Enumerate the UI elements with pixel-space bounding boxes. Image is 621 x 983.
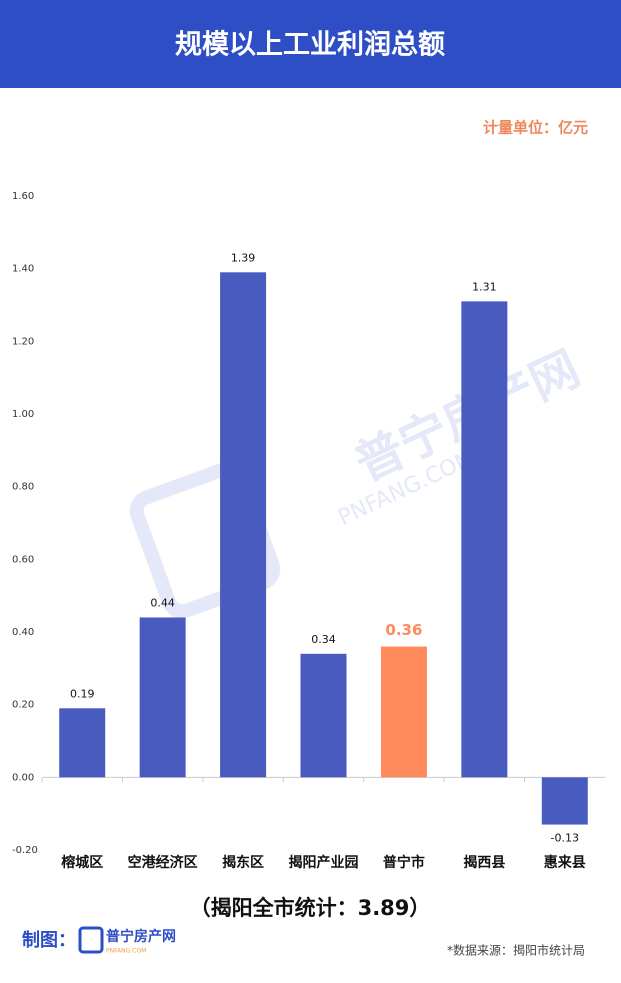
unit-label: 计量单位：亿元 <box>483 119 588 137</box>
data-label: 0.44 <box>150 596 175 609</box>
logo-text: 普宁房产网 <box>106 928 176 945</box>
x-tick-label: 榕城区 <box>61 854 103 871</box>
y-tick-label: 0.20 <box>12 700 34 711</box>
x-tick-label: 揭阳产业园 <box>289 854 359 871</box>
data-label: -0.13 <box>551 832 579 845</box>
y-tick-label: 0.80 <box>12 482 34 493</box>
bar <box>139 617 186 778</box>
x-tick-label: 揭西县 <box>463 854 505 871</box>
source-note: *数据来源：揭阳市统计局 <box>447 943 585 958</box>
y-tick-label: 0.40 <box>12 627 34 638</box>
y-tick-label: 1.40 <box>12 264 34 275</box>
y-tick-label: 0.00 <box>12 772 34 783</box>
data-label: 0.34 <box>311 633 336 646</box>
bar <box>220 272 267 778</box>
y-tick-label: 0.60 <box>12 554 34 565</box>
x-tick-label: 揭东区 <box>222 854 264 871</box>
total-note: （揭阳全市统计：3.89） <box>190 896 431 920</box>
bar <box>380 646 427 778</box>
x-tick-label: 普宁市 <box>383 854 425 871</box>
bar <box>461 301 508 778</box>
data-label: 0.19 <box>70 687 95 700</box>
bar <box>541 777 588 825</box>
data-label: 0.36 <box>385 621 422 639</box>
y-tick-label: 1.00 <box>12 409 34 420</box>
bar <box>300 653 347 778</box>
bar <box>59 708 106 778</box>
y-tick-label: -0.20 <box>12 845 38 856</box>
header-band <box>0 0 621 88</box>
watermark: 普宁房产网 PNFANG.COM <box>129 340 588 619</box>
y-tick-label: 1.60 <box>12 191 34 202</box>
chart-title: 规模以上工业利润总额 <box>175 29 445 61</box>
logo-icon <box>78 926 104 954</box>
data-label: 1.31 <box>472 280 497 293</box>
logo-sub: PNFANG.COM <box>106 948 146 955</box>
maker-label: 制图： <box>22 930 76 951</box>
data-label: 1.39 <box>231 251 256 264</box>
x-tick-label: 空港经济区 <box>128 854 198 871</box>
y-tick-label: 1.20 <box>12 336 34 347</box>
x-tick-label: 惠来县 <box>544 854 586 871</box>
